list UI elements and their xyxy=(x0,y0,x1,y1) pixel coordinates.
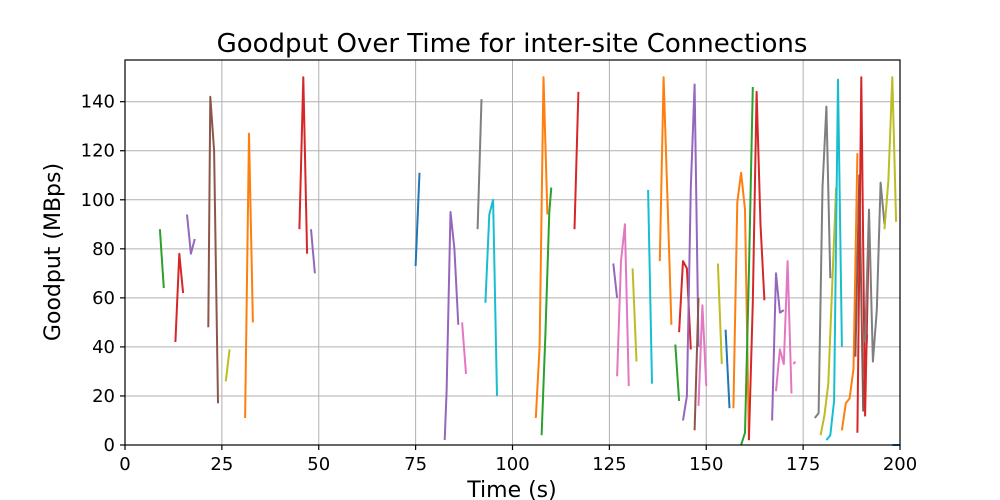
series-line-15 xyxy=(540,187,553,436)
series-line-38 xyxy=(840,153,859,431)
series-line-35 xyxy=(814,105,832,419)
series-line-20 xyxy=(647,189,653,384)
series-line-24 xyxy=(682,83,700,421)
series-line-25 xyxy=(693,297,700,431)
series-line-27 xyxy=(716,263,723,365)
series-line-1 xyxy=(158,229,165,289)
series-line-31 xyxy=(747,90,766,441)
y-tick-label: 0 xyxy=(104,435,115,456)
x-tick-label: 50 xyxy=(307,454,330,475)
series-line-19 xyxy=(631,268,638,362)
series-line-37 xyxy=(825,78,843,441)
series-line-26 xyxy=(697,304,708,406)
y-tick-label: 40 xyxy=(92,337,115,358)
series-line-12 xyxy=(476,99,483,230)
chart-title: Goodput Over Time for inter-site Connect… xyxy=(217,29,808,59)
axis-ticks: 0 25 50 75 100 125 150 175 200 0 20 40 60 80 100 120 140 xyxy=(81,92,918,475)
plot-series xyxy=(158,76,900,446)
y-tick-label: 60 xyxy=(92,288,115,309)
y-tick-label: 20 xyxy=(92,386,115,407)
grid xyxy=(124,60,901,446)
series-line-10 xyxy=(443,211,460,441)
x-tick-label: 100 xyxy=(495,454,529,475)
y-tick-label: 140 xyxy=(81,92,115,113)
series-line-5 xyxy=(224,349,231,382)
series-line-17 xyxy=(612,263,619,299)
series-line-6 xyxy=(244,132,254,419)
series-line-7 xyxy=(298,76,309,254)
series-line-42 xyxy=(883,76,898,230)
x-tick-label: 125 xyxy=(592,454,626,475)
x-tick-label: 0 xyxy=(119,454,130,475)
series-line-29 xyxy=(732,171,750,441)
series-line-41 xyxy=(864,181,886,363)
y-tick-label: 120 xyxy=(81,141,115,162)
series-line-22 xyxy=(674,344,681,401)
series-line-21 xyxy=(658,76,673,325)
series-line-28 xyxy=(724,329,731,409)
series-line-9 xyxy=(414,172,421,267)
series-line-34 xyxy=(792,360,797,365)
series-line-30 xyxy=(740,86,754,446)
x-tick-label: 200 xyxy=(883,454,917,475)
series-line-16 xyxy=(573,91,580,230)
series-line-18 xyxy=(616,223,630,387)
series-line-11 xyxy=(461,322,467,374)
y-tick-label: 80 xyxy=(92,239,115,260)
series-line-8 xyxy=(310,229,316,274)
series-line-32 xyxy=(771,272,785,421)
series-line-33 xyxy=(775,260,793,394)
series-line-14 xyxy=(534,76,549,419)
x-tick-label: 150 xyxy=(689,454,723,475)
series-line-4 xyxy=(207,95,219,404)
x-tick-label: 25 xyxy=(210,454,233,475)
series-line-2 xyxy=(174,252,185,343)
x-tick-label: 75 xyxy=(404,454,427,475)
series-line-40 xyxy=(856,76,870,433)
series-line-36 xyxy=(819,187,838,436)
y-axis-label: Goodput (MBps) xyxy=(41,163,66,341)
series-line-13 xyxy=(484,198,498,397)
x-axis-label: Time (s) xyxy=(466,478,556,500)
x-tick-label: 175 xyxy=(786,454,820,475)
series-line-3 xyxy=(186,214,196,255)
y-tick-label: 100 xyxy=(81,190,115,211)
